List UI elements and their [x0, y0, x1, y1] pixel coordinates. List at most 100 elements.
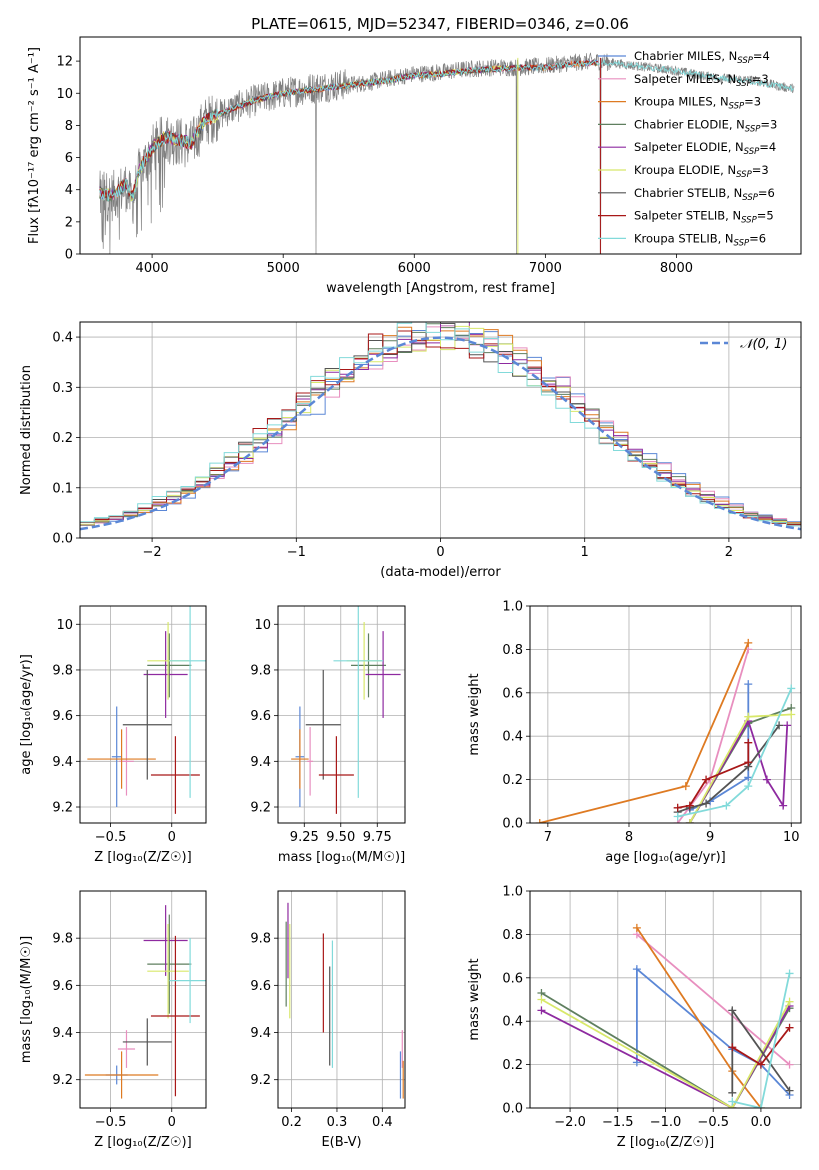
y-tick-label: 9.4	[52, 1026, 73, 1041]
plot-area	[87, 606, 206, 814]
grid	[278, 891, 405, 1108]
histogram-salpeter-stelib	[80, 330, 801, 526]
weight-marker	[756, 1104, 765, 1108]
x-tick-label: 0.2	[281, 1115, 302, 1130]
errorbar-chabrier-elodie	[147, 914, 192, 1014]
errorbar-kroupa-elodie	[147, 924, 189, 1019]
y-tick-label: 0.4	[52, 331, 73, 346]
axes-frame	[79, 321, 802, 539]
weight-marker	[779, 801, 788, 810]
weight-marker	[685, 819, 694, 823]
axes-mass-vs-z: −0.5 0 9.2 9.4 9.6 9.8 Z [log₁₀(Z/Z☉)] mass [lo…	[19, 890, 207, 1150]
weight-marker	[673, 803, 682, 812]
histogram-salpeter-elodie	[80, 322, 801, 526]
errorbar-salpeter-elodie	[143, 905, 188, 976]
weight-marker	[744, 773, 753, 782]
weight-marker	[787, 684, 796, 693]
y-axis-label: Normed distribution	[19, 365, 34, 495]
x-tick-label: −0.5	[95, 1115, 127, 1130]
x-tick-label: −2.0	[554, 1115, 586, 1130]
errorbar-chabrier-elodie	[350, 633, 387, 698]
y-tick-label: 0.0	[52, 532, 73, 547]
errorbar-salpeter-stelib	[318, 736, 354, 814]
axes-weight-vs-z: −2.0 −1.5 −1.0 −0.5 0.0 0.0 0.2 0.4 0.6 0.8 1.0 Z […	[467, 885, 802, 1150]
errorbar-kroupa-miles	[84, 1051, 159, 1099]
plot-area	[537, 923, 794, 1108]
axes-residuals: −2 −1 0 1 2 0.0 0.1 0.2 0.3 0.4 (data-model)/error…	[19, 321, 802, 580]
axes-frame	[529, 890, 802, 1109]
weight-marker	[744, 712, 753, 721]
y-tick-label: 9.4	[250, 755, 271, 770]
axes-frame	[79, 890, 207, 1109]
x-axis-label: Z [log₁₀(Z/Z☉)]	[94, 850, 191, 865]
x-tick-label: 0.0	[751, 1115, 772, 1130]
weight-marker	[785, 997, 794, 1006]
y-tick-label: 9.2	[250, 801, 271, 816]
axes-spectrum: 4000 5000 6000 7000 8000 0 2 4 6 8 10 12 wavelength …	[27, 36, 802, 296]
y-tick-label: 0.0	[502, 817, 523, 832]
weight-marker	[785, 1023, 794, 1032]
x-tick-label: 6000	[398, 261, 431, 276]
y-axis-label: Flux [fλ10⁻¹⁷ erg cm⁻² s⁻¹ A⁻¹]	[27, 47, 42, 244]
y-tick-label: 9.4	[250, 1026, 271, 1041]
weight-series-salpeter-elodie	[685, 717, 792, 823]
y-tick-label: 0.2	[52, 431, 73, 446]
errorbar-salpeter-elodie	[143, 631, 188, 718]
x-axis-label: age [log₁₀(age/yr)]	[605, 850, 726, 865]
x-axis-label: Z [log₁₀(Z/Z☉)]	[94, 1135, 191, 1150]
y-tick-label: 9.2	[52, 1073, 73, 1088]
errorbar-salpeter-stelib	[150, 935, 200, 1097]
weight-marker	[632, 923, 641, 932]
weight-marker	[632, 965, 641, 974]
x-tick-label: 9.50	[326, 830, 355, 845]
figure-title: PLATE=0615, MJD=52347, FIBERID=0346, z=0…	[251, 15, 629, 33]
y-tick-label: 9.6	[250, 709, 271, 724]
grid	[80, 606, 206, 823]
y-axis-label: mass weight	[467, 958, 482, 1040]
weight-marker	[785, 1086, 794, 1095]
weight-marker	[744, 680, 753, 689]
x-tick-label: 1	[581, 545, 589, 560]
weight-line	[677, 688, 793, 818]
y-tick-label: 9.6	[52, 709, 73, 724]
y-tick-label: 10	[56, 618, 73, 633]
axes-weight-vs-age: 7 8 9 10 0.0 0.2 0.4 0.6 0.8 1.0 age [log₁₀(age/yr…	[467, 600, 802, 865]
y-tick-label: 9.4	[52, 755, 73, 770]
axes-age-vs-mass: 9.25 9.50 9.75 9.2 9.4 9.6 9.8 10 mass [log₁₀(M/…	[250, 605, 406, 865]
y-tick-label: 9.2	[250, 1073, 271, 1088]
legend-label-chabrier-stelib: Chabrier STELIB, NSSP=6	[634, 186, 775, 203]
x-tick-label: 2	[725, 545, 733, 560]
errorbar-chabrier-stelib	[122, 669, 172, 780]
y-tick-label: 10	[56, 87, 73, 102]
legend-label-salpeter-miles: Salpeter MILES, NSSP=3	[634, 72, 769, 89]
weight-line	[541, 1005, 791, 1108]
y-tick-label: 0.8	[502, 928, 523, 943]
errorbar-salpeter-stelib	[150, 736, 200, 814]
weight-marker	[702, 799, 711, 808]
x-tick-label: 5000	[267, 261, 300, 276]
x-tick-label: −1.0	[650, 1115, 682, 1130]
weight-marker	[756, 1060, 765, 1069]
x-tick-label: 10	[783, 830, 800, 845]
legend-label-chabrier-elodie: Chabrier ELODIE, NSSP=3	[634, 117, 777, 134]
y-axis-label: age [log₁₀(age/yr)]	[19, 654, 34, 775]
weight-line	[636, 933, 791, 1066]
x-tick-label: 9.75	[363, 830, 392, 845]
y-tick-label: 0.2	[502, 1058, 523, 1073]
y-axis-label: mass [log₁₀(M/M☉)]	[19, 936, 34, 1063]
weight-marker	[762, 775, 771, 784]
legend-label-gaussian: 𝒩(0, 1)	[740, 337, 787, 352]
weight-series-kroupa-miles	[535, 638, 753, 823]
errorbar-kroupa-stelib	[333, 606, 384, 798]
errorbar-kroupa-miles	[87, 729, 156, 789]
y-tick-label: 0.4	[502, 730, 523, 745]
y-tick-label: 0.6	[502, 686, 523, 701]
grid	[80, 891, 206, 1108]
x-axis-label: mass [log₁₀(M/M☉)]	[278, 850, 405, 865]
weight-marker	[537, 1006, 546, 1015]
weight-series-kroupa-elodie	[685, 710, 796, 823]
x-tick-label: 8	[625, 830, 633, 845]
model-line-kroupa-stelib	[99, 59, 794, 202]
grid	[278, 606, 405, 823]
